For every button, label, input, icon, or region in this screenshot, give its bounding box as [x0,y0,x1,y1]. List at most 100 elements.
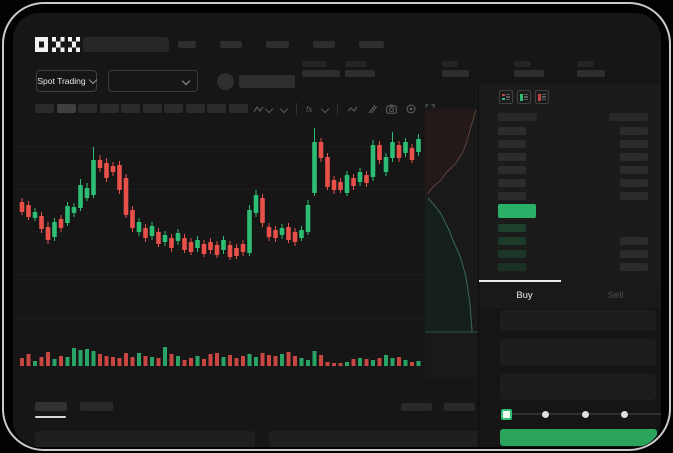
stat-value-placeholder [302,70,340,77]
amount-placeholder [620,192,648,200]
order-book-row[interactable] [498,153,648,161]
toolbar-divider [296,103,297,115]
order-book-row[interactable] [498,250,648,258]
nav-item-placeholder[interactable] [313,41,335,48]
price-placeholder [498,263,526,271]
chevron-down-icon [88,75,97,85]
order-side-tabs: Buy Sell [479,282,661,308]
stat-label-placeholder [577,61,594,67]
nav-item-placeholder[interactable] [178,41,196,48]
asks-list [498,127,648,200]
orders-table-placeholder [269,431,486,447]
stat-value-placeholder [514,70,544,77]
amount-placeholder [620,237,648,245]
order-input-placeholder[interactable] [500,310,656,331]
orders-option-placeholder[interactable] [401,403,432,411]
market-type-dropdown[interactable]: Spot Trading [36,70,97,92]
amount-placeholder [620,166,648,174]
orders-tab-placeholder[interactable] [35,402,67,411]
price-placeholder [498,179,526,187]
indicators-icon[interactable]: fx [306,104,313,114]
stat-label-placeholder [345,61,367,67]
orderbook-layout-all-icon[interactable] [499,90,513,104]
history-tab-placeholder[interactable] [80,402,113,411]
order-book-row[interactable] [498,237,648,245]
buy-button[interactable] [500,429,657,446]
nav-item-placeholder[interactable] [359,41,384,48]
orderbook-layout-bids-icon[interactable] [517,90,531,104]
amount-placeholder [620,140,648,148]
order-book-row[interactable] [498,140,648,148]
sell-tab[interactable]: Sell [607,289,624,301]
chevron-down-icon [181,76,191,86]
camera-icon[interactable] [385,104,397,114]
orders-table-placeholder [35,431,255,447]
chart-tools: fx [253,101,435,117]
fullscreen-icon[interactable] [425,104,435,114]
price-placeholder [498,250,526,258]
timeframe-placeholder[interactable] [121,104,140,113]
stat-value-placeholder [345,70,375,77]
orderbook-view-switcher [499,90,549,104]
buy-tab-indicator [479,280,561,282]
bids-list [498,224,648,271]
timeframe-placeholder[interactable] [207,104,226,113]
amount-placeholder [620,153,648,161]
candlestick-chart[interactable] [14,106,478,391]
nav-item-placeholder[interactable] [266,41,289,48]
order-book-row[interactable] [498,166,648,174]
order-book-row[interactable] [498,179,648,187]
slider-stop-dot[interactable] [581,410,589,418]
timeframe-placeholder[interactable] [99,104,119,113]
slider-handle[interactable] [501,409,512,420]
timeframe-placeholder[interactable] [164,104,183,113]
price-placeholder [498,127,526,135]
drawing-tools-icon[interactable] [367,104,377,114]
order-input-placeholder[interactable] [500,339,656,366]
stat-value-placeholder [442,70,469,77]
price-placeholder [498,192,526,200]
line-tool-icon[interactable] [347,105,358,114]
panel-divider [478,84,479,447]
stat-label-placeholder [302,61,327,67]
price-placeholder [498,224,526,232]
amount-percent-slider[interactable] [501,409,661,420]
last-price-row[interactable] [498,204,536,218]
market-stat-placeholder [442,61,469,77]
orderbook-layout-asks-icon[interactable] [535,90,549,104]
order-book-row[interactable] [498,127,648,135]
stat-label-placeholder [442,61,458,67]
order-book-row[interactable] [498,263,648,271]
buy-tab[interactable]: Buy [516,289,533,301]
timeframe-placeholder[interactable] [142,104,162,113]
order-input-placeholder[interactable] [500,374,656,400]
market-stat-placeholder [514,61,544,77]
timeframe-placeholder[interactable] [185,104,205,113]
okx-logo [35,37,80,52]
timeframe-bar [35,104,248,113]
pair-selector-dropdown[interactable] [108,70,198,92]
toolbar-divider [336,103,338,115]
chart-style-icon[interactable] [253,104,274,114]
order-book-row[interactable] [498,192,648,200]
search-input[interactable] [83,37,169,52]
nav-item-placeholder[interactable] [220,41,242,48]
amount-placeholder [620,127,648,135]
price-placeholder [498,140,526,148]
timeframe-placeholder[interactable] [78,104,97,113]
timeframe-placeholder[interactable] [228,104,248,113]
amount-column-header-placeholder [609,113,648,121]
order-book-row[interactable] [498,224,648,232]
settings-icon[interactable] [406,104,416,114]
top-nav [178,41,384,48]
pair-name-placeholder [239,75,295,88]
amount-placeholder [620,250,648,258]
stat-value-placeholder [577,70,605,77]
timeframe-placeholder[interactable] [56,104,76,113]
slider-stop-dot[interactable] [621,410,629,418]
orders-option-placeholder[interactable] [444,403,475,411]
timeframe-placeholder[interactable] [35,104,54,113]
slider-stop-dot[interactable] [541,410,549,418]
